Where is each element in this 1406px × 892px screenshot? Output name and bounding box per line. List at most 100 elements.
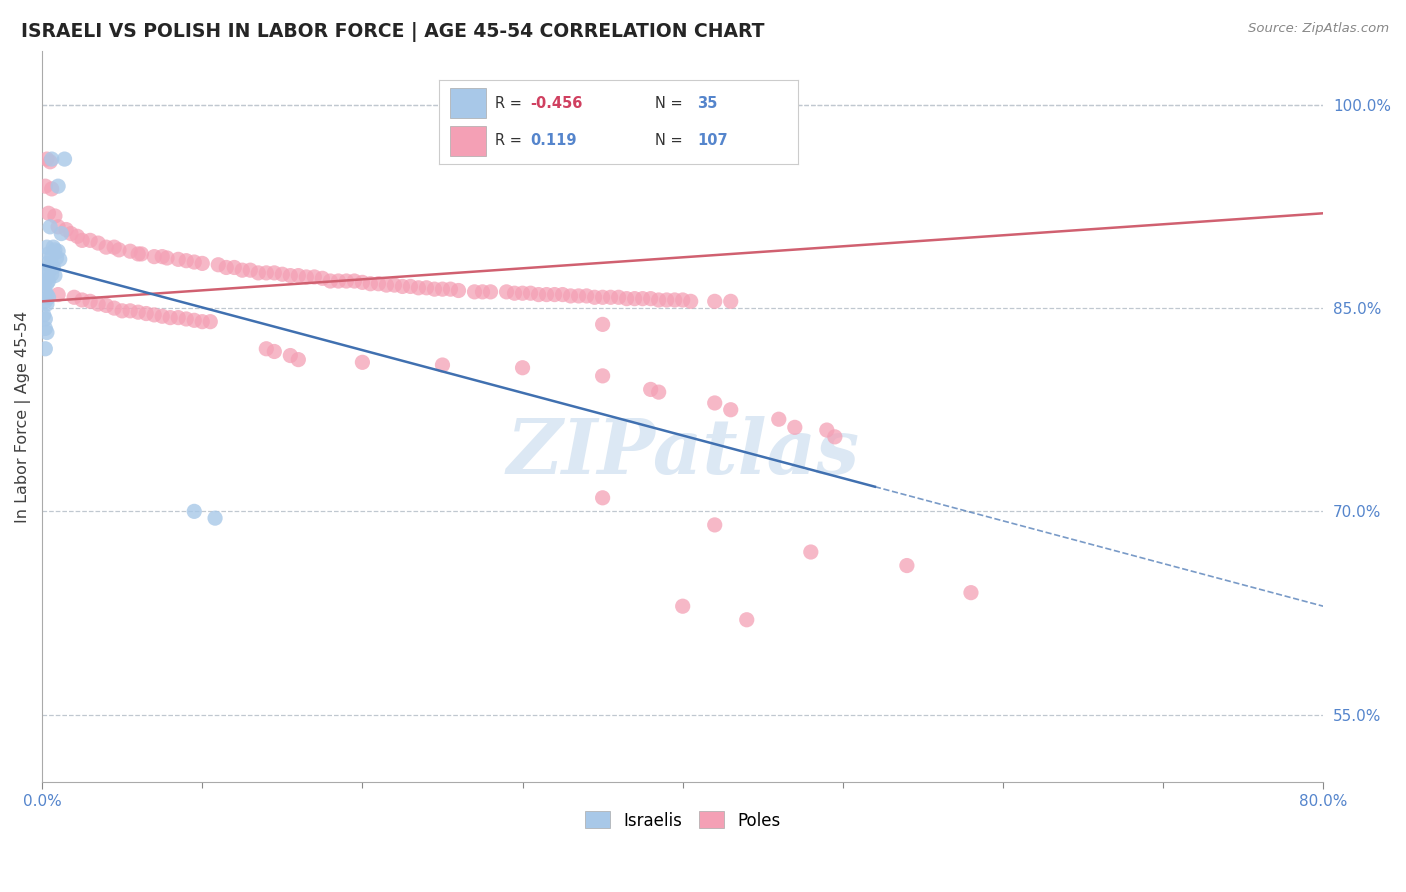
Point [46,179,69,194]
Point [38,206,60,220]
Point [278,268,301,283]
Point [120,244,142,259]
Point [48,252,70,267]
Point [108,243,131,257]
Point [783,420,806,434]
Point [568,289,591,303]
Point [367,277,389,291]
Point [512,286,534,301]
Point [415,281,437,295]
Point [672,599,695,614]
Point [432,282,454,296]
Point [34,321,56,335]
Point [735,613,758,627]
Point [35,240,58,254]
Point [287,352,309,367]
Point [543,287,565,301]
Point [111,303,134,318]
Point [896,558,918,573]
Point [408,281,430,295]
Text: ZIPatlas: ZIPatlas [506,416,859,490]
Point [592,318,614,332]
Point [495,285,517,299]
Point [239,263,262,277]
Point [720,294,742,309]
Point [204,511,226,525]
Point [527,287,550,301]
Point [679,294,702,309]
Point [599,290,621,304]
Point [824,430,846,444]
Point [703,517,725,532]
Point [159,310,181,325]
Point [55,222,77,236]
Point [183,255,205,269]
Y-axis label: In Labor Force | Age 45-54: In Labor Force | Age 45-54 [15,310,31,523]
Point [150,250,173,264]
Point [432,358,454,372]
Point [34,294,56,309]
Point [35,277,58,291]
Point [343,274,366,288]
Point [623,292,645,306]
Point [391,279,413,293]
Point [647,385,669,400]
Point [224,260,246,275]
Point [607,290,630,304]
Point [156,251,179,265]
Point [127,247,149,261]
Point [44,268,66,283]
Point [592,290,614,304]
Point [263,266,285,280]
Point [616,292,638,306]
Point [46,287,69,301]
Point [143,250,166,264]
Point [640,292,662,306]
Point [463,285,485,299]
Point [103,240,125,254]
Point [51,227,73,241]
Point [231,263,253,277]
Point [359,277,381,291]
Point [66,229,89,244]
Text: Source: ZipAtlas.com: Source: ZipAtlas.com [1249,22,1389,36]
Point [631,292,654,306]
Point [664,293,686,307]
Legend: Israelis, Poles: Israelis, Poles [578,805,787,836]
Point [87,236,110,251]
Point [503,286,526,301]
Point [375,278,398,293]
Point [335,274,357,288]
Point [519,286,541,301]
Point [103,301,125,315]
Point [70,293,93,307]
Point [79,294,101,309]
Point [44,209,66,223]
Point [399,279,422,293]
Point [447,284,470,298]
Point [384,278,406,293]
Point [42,240,65,254]
Point [35,152,58,166]
Point [287,268,309,283]
Point [304,269,326,284]
Point [120,303,142,318]
Point [127,305,149,319]
Point [183,313,205,327]
Point [479,285,502,299]
Point [44,243,66,257]
Point [254,342,277,356]
Point [328,274,350,288]
Point [39,258,62,272]
Point [352,276,374,290]
Point [247,266,270,280]
Point [319,274,342,288]
Text: ISRAELI VS POLISH IN LABOR FORCE | AGE 45-54 CORRELATION CHART: ISRAELI VS POLISH IN LABOR FORCE | AGE 4… [21,22,765,42]
Point [647,293,669,307]
Point [38,266,60,280]
Point [63,290,86,304]
Point [471,285,494,299]
Point [34,342,56,356]
Point [183,504,205,518]
Point [352,355,374,369]
